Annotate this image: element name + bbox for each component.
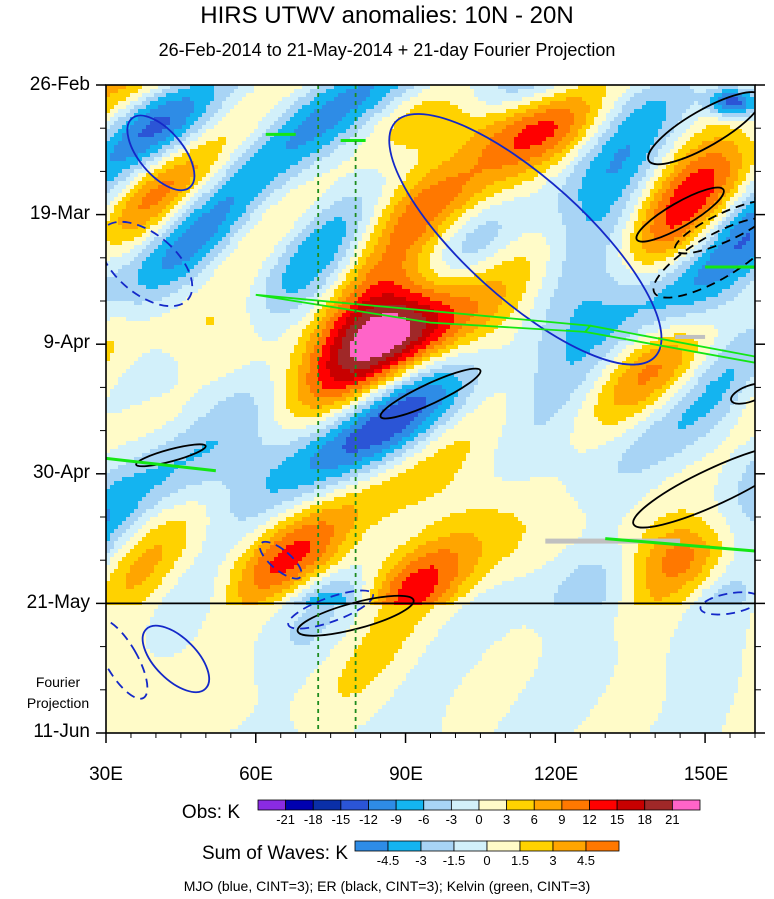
obs-colorbar-tick-label: -18 bbox=[298, 812, 328, 827]
y-tick-label: 19-Mar bbox=[0, 203, 90, 225]
waves-colorbar-label: Sum of Waves: K bbox=[100, 843, 348, 865]
y-tick-label: 26-Feb bbox=[0, 74, 90, 96]
y-tick-label: 30-Apr bbox=[0, 462, 90, 484]
obs-colorbar-tick-label: 0 bbox=[464, 812, 494, 827]
waves-colorbar-tick-label: 3 bbox=[538, 853, 568, 868]
obs-colorbar-swatch bbox=[451, 800, 479, 810]
y-tick-label: 11-Jun bbox=[0, 721, 90, 743]
waves-colorbar-tick-label: 1.5 bbox=[505, 853, 535, 868]
x-tick-label: 120E bbox=[526, 764, 586, 786]
obs-colorbar-tick-label: -21 bbox=[271, 812, 301, 827]
waves-colorbar-tick-label: 4.5 bbox=[571, 853, 601, 868]
obs-colorbar-swatch bbox=[672, 800, 700, 810]
obs-colorbar-tick-label: 9 bbox=[547, 812, 577, 827]
obs-colorbar-swatch bbox=[369, 800, 397, 810]
waves-colorbar-tick-label: 0 bbox=[472, 853, 502, 868]
waves-colorbar-swatch bbox=[388, 841, 421, 851]
obs-colorbar-swatch bbox=[341, 800, 369, 810]
obs-colorbar-tick-label: 18 bbox=[630, 812, 660, 827]
x-tick-label: 150E bbox=[676, 764, 736, 786]
waves-colorbar-swatch bbox=[487, 841, 520, 851]
waves-colorbar-swatch bbox=[355, 841, 388, 851]
anomaly-field bbox=[106, 85, 759, 734]
obs-colorbar-tick-label: 21 bbox=[657, 812, 687, 827]
waves-colorbar-tick-label: -1.5 bbox=[439, 853, 469, 868]
missing-data-patch bbox=[675, 335, 705, 339]
obs-colorbar-tick-label: -15 bbox=[326, 812, 356, 827]
projection-label: Fourier Projection bbox=[18, 672, 98, 714]
obs-colorbar-swatch bbox=[645, 800, 673, 810]
waves-colorbar-swatch bbox=[454, 841, 487, 851]
y-tick-label: 9-Apr bbox=[0, 332, 90, 354]
y-tick-label: 21-May bbox=[0, 592, 90, 614]
waves-colorbar-swatch bbox=[553, 841, 586, 851]
waves-colorbar-tick-label: -4.5 bbox=[373, 853, 403, 868]
waves-colorbar-swatch bbox=[586, 841, 619, 851]
obs-colorbar-tick-label: -9 bbox=[381, 812, 411, 827]
obs-colorbar-tick-label: -12 bbox=[354, 812, 384, 827]
contour-legend: MJO (blue, CINT=3); ER (black, CINT=3); … bbox=[0, 878, 774, 894]
obs-colorbar-swatch bbox=[424, 800, 452, 810]
obs-colorbar-swatch bbox=[258, 800, 286, 810]
obs-colorbar-swatch bbox=[479, 800, 507, 810]
waves-colorbar-tick-label: -3 bbox=[406, 853, 436, 868]
obs-colorbar-swatch bbox=[617, 800, 645, 810]
obs-colorbar-swatch bbox=[286, 800, 314, 810]
obs-colorbar-tick-label: -3 bbox=[436, 812, 466, 827]
obs-colorbar-label: Obs: K bbox=[100, 802, 240, 824]
obs-colorbar-tick-label: 3 bbox=[492, 812, 522, 827]
obs-colorbar-swatch bbox=[313, 800, 341, 810]
waves-colorbar-swatch bbox=[421, 841, 454, 851]
obs-colorbar-swatch bbox=[590, 800, 618, 810]
waves-colorbar-swatch bbox=[520, 841, 553, 851]
obs-colorbar-tick-label: 15 bbox=[602, 812, 632, 827]
obs-colorbar-tick-label: 12 bbox=[575, 812, 605, 827]
obs-colorbar-tick-label: 6 bbox=[519, 812, 549, 827]
obs-colorbar-swatch bbox=[507, 800, 535, 810]
x-tick-label: 30E bbox=[76, 764, 136, 786]
obs-colorbar-tick-label: -6 bbox=[409, 812, 439, 827]
x-tick-label: 60E bbox=[226, 764, 286, 786]
obs-colorbar-swatch bbox=[562, 800, 590, 810]
x-tick-label: 90E bbox=[376, 764, 436, 786]
obs-colorbar-swatch bbox=[396, 800, 424, 810]
obs-colorbar-swatch bbox=[534, 800, 562, 810]
